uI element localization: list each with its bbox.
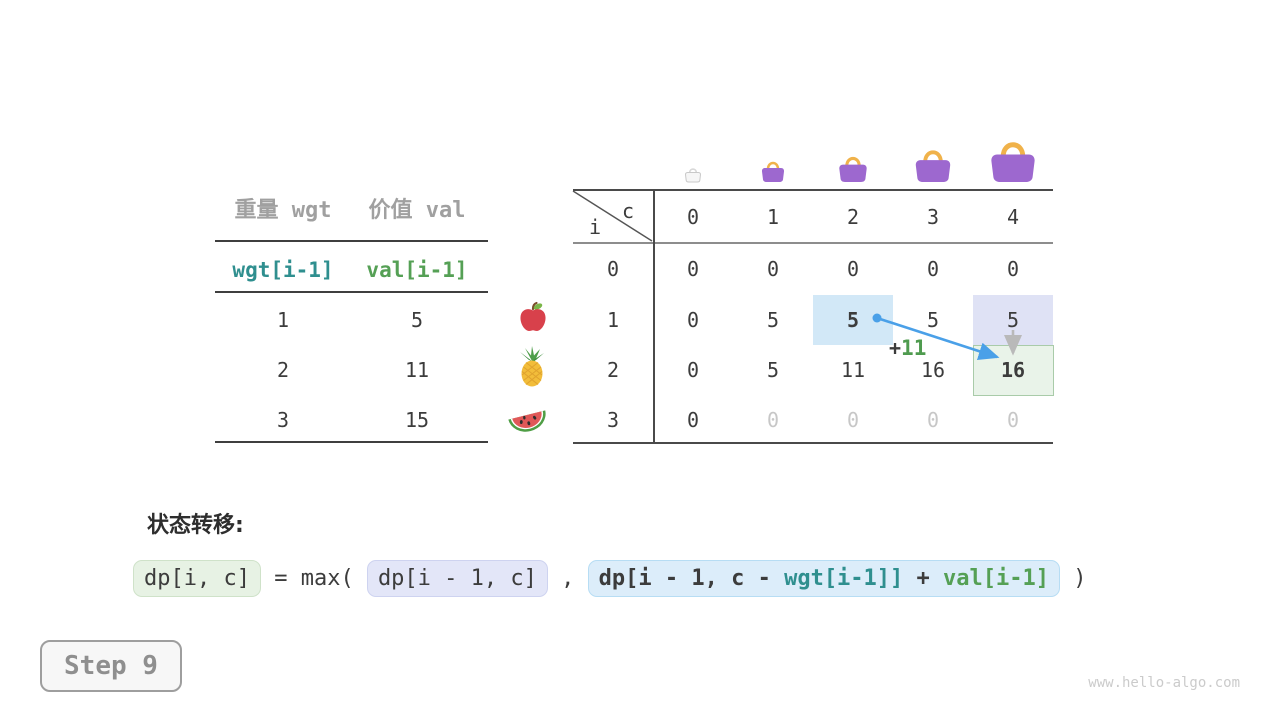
items-weight-header: 重量 wgt (234, 198, 332, 223)
formula-lhs-box: dp[i, c] (133, 560, 261, 597)
items-var-wgt: wgt[i-1] (232, 258, 334, 282)
dp-row-header: 2 (606, 358, 620, 382)
bag-icon-ghost (684, 168, 702, 183)
pineapple-icon (520, 346, 544, 387)
transition-annotation: +11 (889, 336, 926, 360)
item-value: 15 (404, 408, 430, 432)
dp-cell: 5 (926, 308, 940, 332)
bag-icon-lg (991, 142, 1035, 182)
dp-col-header: 2 (846, 205, 860, 229)
formula-comma: , (547, 566, 588, 591)
state-transition-formula: dp[i, c] = max( dp[i - 1, c] , dp[i - 1,… (133, 560, 1087, 597)
item-weight: 2 (276, 358, 290, 382)
dp-cell-above: 5 (1006, 308, 1020, 332)
formula-eq-max: = max( (260, 566, 367, 591)
item-value: 11 (404, 358, 430, 382)
formula-arg2-box: dp[i - 1, c - wgt[i-1]] + val[i-1] (587, 560, 1061, 597)
dp-col-header: 0 (686, 205, 700, 229)
item-value: 5 (410, 308, 424, 332)
annotation-value: 11 (901, 336, 927, 360)
corner-col-var: c (622, 199, 635, 223)
annotation-plus: + (889, 336, 902, 360)
dp-col-header: 3 (926, 205, 940, 229)
dp-col-header: 4 (1006, 205, 1020, 229)
dp-cell-pending: 0 (926, 408, 940, 432)
items-table-rule-top (215, 240, 488, 242)
bag-icon-sm (839, 156, 867, 182)
dp-cell: 0 (766, 257, 780, 281)
dp-cell: 0 (686, 308, 700, 332)
dp-cell-source: 5 (846, 308, 860, 332)
dp-row-header: 3 (606, 408, 620, 432)
dp-cell: 0 (1006, 257, 1020, 281)
dp-table-rule-bottom (573, 442, 1053, 444)
item-weight: 1 (276, 308, 290, 332)
items-var-val: val[i-1] (366, 258, 468, 282)
bag-icon-md (915, 150, 951, 182)
items-value-header: 价值 val (368, 198, 466, 223)
dp-cell: 0 (686, 257, 700, 281)
watermark: www.hello-algo.com (1088, 675, 1240, 691)
items-table-rule-bottom (215, 441, 488, 443)
dp-cell: 0 (926, 257, 940, 281)
state-transition-heading: 状态转移: (147, 513, 244, 538)
dp-cell: 11 (840, 358, 866, 382)
formula-arg2-val: val[i-1] (943, 566, 1050, 591)
dp-table-rule-header (573, 242, 1053, 244)
dp-cell-pending: 0 (766, 408, 780, 432)
dp-cell: 0 (686, 408, 700, 432)
step-badge: Step 9 (40, 640, 182, 692)
dp-row-header: 1 (606, 308, 620, 332)
apple-icon (520, 301, 546, 331)
dp-cell-pending: 0 (846, 408, 860, 432)
dp-col-header: 1 (766, 205, 780, 229)
dp-row-header: 0 (606, 257, 620, 281)
dp-table-rule-vertical (653, 189, 655, 444)
corner-diagonal-line (572, 190, 653, 242)
formula-arg2-plus: + (903, 566, 944, 591)
formula-arg1-box: dp[i - 1, c] (366, 560, 548, 597)
items-table-rule-mid (215, 291, 488, 293)
capacity-bags-row (684, 142, 1035, 183)
dp-cell: 16 (920, 358, 946, 382)
dp-cell-pending: 0 (1006, 408, 1020, 432)
formula-close-paren: ) (1060, 566, 1087, 591)
formula-arg2-wgt: wgt[i-1]] (784, 566, 904, 591)
item-weight: 3 (276, 408, 290, 432)
dp-cell: 0 (846, 257, 860, 281)
dp-cell: 5 (766, 308, 780, 332)
corner-row-var: i (589, 215, 602, 239)
formula-arg2-prefix: dp[i - 1, c - (598, 566, 785, 591)
dp-cell: 5 (766, 358, 780, 382)
dp-cell-current: 16 (1000, 358, 1026, 382)
bag-icon-xs (761, 161, 785, 182)
dp-table-rule-top (573, 189, 1053, 191)
dp-cell: 0 (686, 358, 700, 382)
watermelon-icon (508, 410, 546, 432)
